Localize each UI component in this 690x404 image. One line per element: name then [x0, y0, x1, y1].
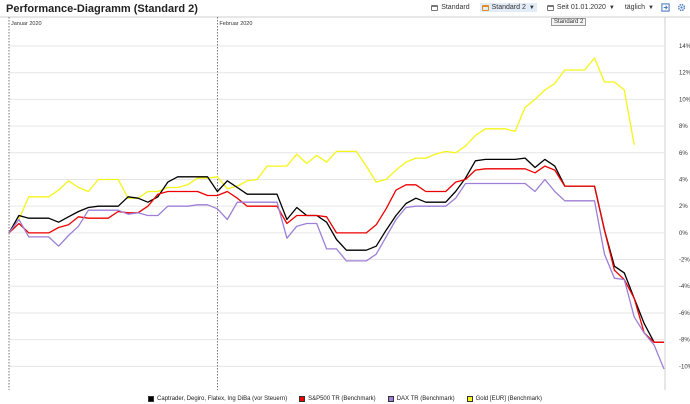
settings-icon[interactable]: [677, 3, 686, 12]
tab-tooltip: Standard 2: [551, 18, 587, 26]
legend-label: S&P500 TR (Benchmark): [308, 396, 376, 402]
legend-label: Gold [EUR] (Benchmark): [475, 396, 542, 402]
y-tick-label: 8%: [679, 124, 688, 130]
legend-item-gold[interactable]: Gold [EUR] (Benchmark): [466, 396, 542, 402]
chevron-down-icon[interactable]: ▼: [528, 4, 535, 11]
y-tick-label: -10%: [679, 364, 690, 370]
calendar-icon: [431, 4, 439, 11]
toolbar: Standard Standard 2 ▼ Seit 01.01.2020 ▼ …: [421, 3, 686, 12]
y-tick-label: 12%: [679, 71, 690, 77]
chevron-down-icon: ▼: [608, 4, 615, 11]
y-tick-label: 4%: [679, 177, 688, 183]
y-tick-label: 14%: [679, 44, 690, 50]
legend-label: Captrader, Degiro, Flatex, Ing DiBa (vor…: [157, 396, 288, 402]
tab-standard[interactable]: Standard: [431, 4, 470, 11]
series-line-0: [8, 57, 635, 234]
tab-standard-2[interactable]: Standard 2 ▼: [479, 3, 537, 12]
legend-swatch: [387, 396, 394, 402]
legend-item-sp500[interactable]: S&P500 TR (Benchmark): [299, 396, 376, 402]
calendar-icon: [481, 4, 489, 11]
page-title: Performance-Diagramm (Standard 2): [6, 3, 198, 15]
legend-swatch: [299, 396, 306, 402]
y-tick-label: -6%: [679, 311, 690, 317]
month-marker-label: Januar 2020: [11, 21, 42, 27]
series-line-3: [8, 178, 665, 370]
y-tick-label: -8%: [679, 338, 690, 344]
chevron-down-icon: ▼: [648, 4, 654, 11]
export-icon[interactable]: [661, 3, 670, 12]
period-select[interactable]: Seit 01.01.2020 ▼: [546, 4, 615, 11]
y-tick-label: 2%: [679, 204, 688, 210]
legend-swatch: [148, 396, 155, 402]
tab-standard-label: Standard: [441, 4, 470, 11]
month-marker-label: Februar 2020: [219, 21, 252, 27]
legend-swatch: [466, 396, 473, 402]
calendar-icon: [546, 4, 554, 11]
series-line-2: [8, 165, 664, 343]
y-tick-label: 0%: [679, 231, 688, 237]
y-tick-label: -2%: [679, 258, 690, 264]
legend: Captrader, Degiro, Flatex, Ing DiBa (vor…: [0, 396, 690, 402]
legend-item-dax[interactable]: DAX TR (Benchmark): [387, 396, 455, 402]
interval-label: täglich: [624, 4, 646, 11]
series-line-1: [8, 157, 664, 343]
tab-standard-2-label: Standard 2: [491, 4, 526, 11]
y-tick-label: 6%: [679, 151, 688, 157]
period-label: Seit 01.01.2020: [556, 4, 606, 11]
interval-select[interactable]: täglich ▼: [625, 4, 654, 11]
legend-label: DAX TR (Benchmark): [396, 396, 455, 402]
y-tick-label: -4%: [679, 284, 690, 290]
legend-item-portfolio[interactable]: Captrader, Degiro, Flatex, Ing DiBa (vor…: [148, 396, 287, 402]
y-tick-label: 10%: [679, 97, 690, 103]
